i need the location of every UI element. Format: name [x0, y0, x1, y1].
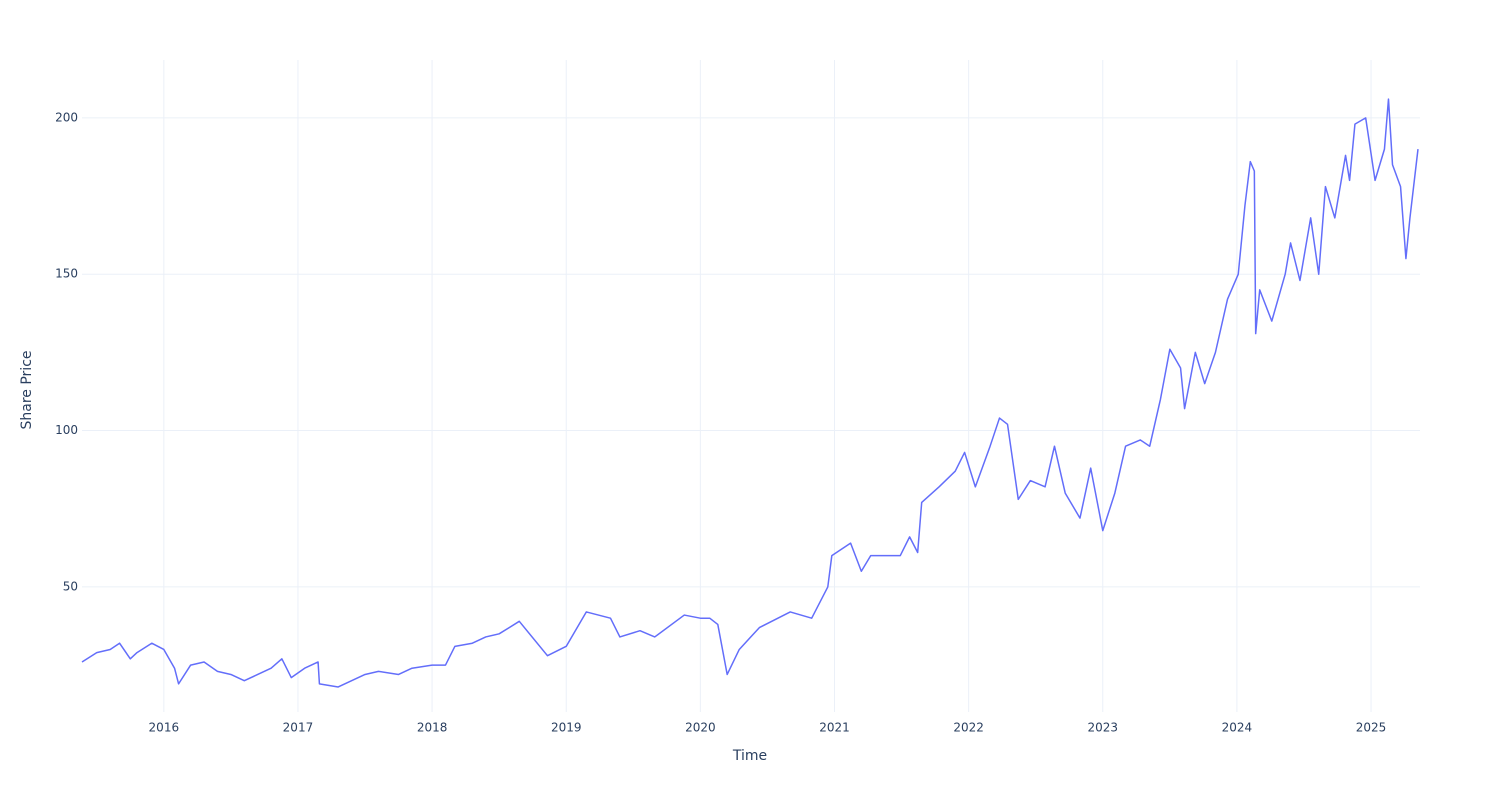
- x-tick-label: 2018: [417, 721, 448, 735]
- x-tick-label: 2020: [685, 721, 716, 735]
- y-tick-label: 100: [55, 423, 78, 437]
- x-tick-label: 2019: [551, 721, 582, 735]
- y-axis-title: Share Price: [19, 350, 35, 429]
- y-tick-label: 150: [55, 267, 78, 281]
- x-tick-label: 2023: [1087, 721, 1118, 735]
- price-line: [81, 98, 1419, 688]
- x-axis-title: Time: [732, 748, 767, 764]
- x-tick-label: 2022: [953, 721, 984, 735]
- x-tick-label: 2025: [1356, 721, 1387, 735]
- x-tick-label: 2021: [819, 721, 850, 735]
- y-tick-label: 200: [55, 110, 78, 124]
- x-tick-label: 2016: [149, 721, 180, 735]
- x-tick-label: 2024: [1222, 721, 1253, 735]
- x-tick-label: 2017: [283, 721, 314, 735]
- y-tick-label: 50: [63, 579, 78, 593]
